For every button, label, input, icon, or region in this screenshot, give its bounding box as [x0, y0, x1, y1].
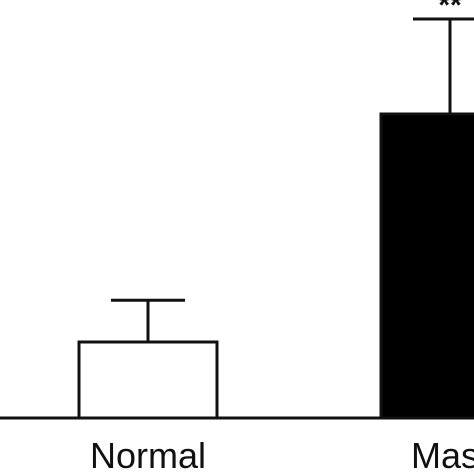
x-tick-label-mast: Mast [411, 435, 474, 474]
chart-marks [77, 17, 474, 420]
significance-label-mast: ** [438, 0, 462, 22]
bar-normal [77, 340, 219, 420]
x-tick-label-normal: Normal [90, 435, 206, 474]
chart-labels: Normal Mast ** [90, 0, 474, 474]
bar-mast [379, 112, 474, 420]
